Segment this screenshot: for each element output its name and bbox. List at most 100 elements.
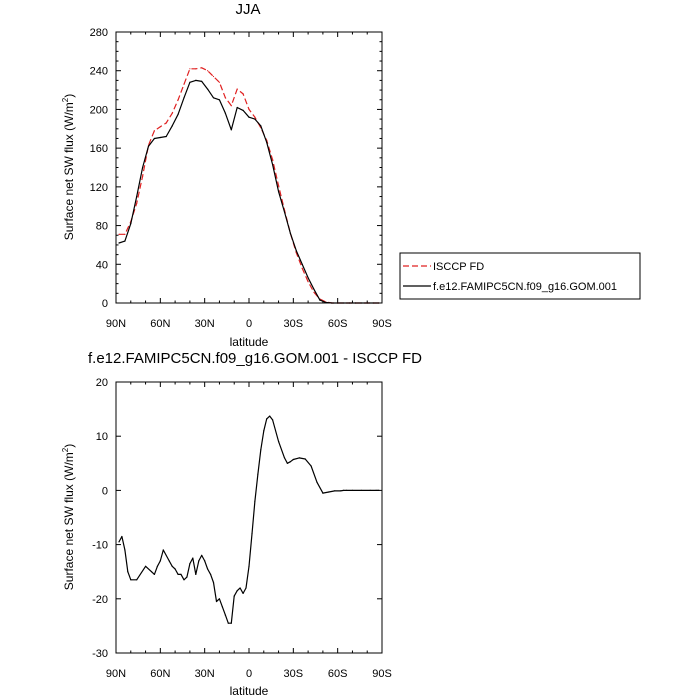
- bottom-data-point-difference: [145, 565, 147, 567]
- bottom-data-point-difference: [171, 565, 173, 567]
- top-data-point-isccp-fd: [224, 97, 226, 99]
- top-data-point-f-e12-famipc5cn-f09-g16-gom-001: [283, 211, 286, 213]
- bottom-data-point-difference: [230, 622, 232, 624]
- bottom-x-tick-labels: 90N 60N 30N 0 30S 60S 90S: [106, 668, 392, 680]
- top-x-tick-label: 60N: [150, 318, 170, 330]
- bottom-data-point-difference: [269, 415, 271, 417]
- top-x-tick-label: 90N: [106, 318, 126, 330]
- bottom-data-point-difference: [195, 573, 197, 576]
- top-data-point-isccp-fd: [218, 81, 220, 83]
- bottom-y-tick-labels: -30 -20 -10 0 10 20: [92, 377, 108, 660]
- top-x-tick-label: 60S: [328, 318, 348, 330]
- bottom-data-point-difference: [360, 489, 362, 491]
- bottom-y-axis-label-main: Surface net SW flux (W/m: [62, 452, 76, 590]
- bottom-data-point-difference: [180, 573, 182, 576]
- bottom-data-point-difference: [375, 489, 377, 491]
- top-data-point-f-e12-famipc5cn-f09-g16-gom-001: [313, 288, 315, 290]
- top-data-point-isccp-fd: [242, 93, 244, 95]
- bottom-data-point-difference: [136, 579, 138, 581]
- bottom-x-tick-label: 60S: [328, 668, 348, 680]
- top-series-line-isccp-fd: [119, 67, 379, 304]
- bottom-data-point-difference: [254, 500, 256, 502]
- top-data-point-f-e12-famipc5cn-f09-g16-gom-001: [272, 164, 274, 166]
- top-y-tick-label: 40: [96, 259, 108, 271]
- top-data-point-f-e12-famipc5cn-f09-g16-gom-001: [242, 109, 244, 111]
- top-data-point-isccp-fd: [177, 99, 179, 101]
- bottom-data-point-difference: [248, 565, 250, 567]
- top-panel: JJA 0 40 80 120 160 200 240 280 90N 60N 30N 0 30S 60…: [61, 1, 641, 349]
- bottom-data-point-difference: [343, 489, 345, 491]
- top-x-tick-label: 0: [246, 318, 252, 330]
- bottom-data-point-difference: [245, 587, 247, 589]
- top-x-tick-label: 30S: [284, 318, 304, 330]
- bottom-data-point-difference: [162, 549, 164, 551]
- top-data-point-f-e12-famipc5cn-f09-g16-gom-001: [319, 299, 321, 301]
- bottom-x-tick-label: 30N: [195, 668, 215, 680]
- top-data-point-f-e12-famipc5cn-f09-g16-gom-001: [177, 113, 179, 115]
- top-data-point-isccp-fd: [313, 291, 315, 293]
- top-data-point-f-e12-famipc5cn-f09-g16-gom-001: [301, 263, 303, 265]
- bottom-data-point-difference: [260, 449, 262, 451]
- bottom-data-point-difference: [153, 573, 155, 576]
- bottom-data-point-difference: [304, 458, 306, 460]
- bottom-data-point-difference: [266, 418, 268, 420]
- top-y-tick-label: 120: [90, 182, 108, 194]
- bottom-data-point-difference: [159, 560, 161, 562]
- top-series-line-f-e12-famipc5cn-f09-g16-gom-001: [118, 79, 379, 304]
- top-data-point-f-e12-famipc5cn-f09-g16-gom-001: [278, 191, 280, 193]
- bottom-data-point-difference: [289, 461, 291, 463]
- bottom-data-point-difference: [310, 465, 312, 467]
- bottom-data-point-difference: [369, 489, 371, 491]
- bottom-data-point-difference: [378, 489, 380, 491]
- bottom-data-point-difference: [186, 576, 188, 578]
- top-data-point-isccp-fd: [159, 126, 161, 128]
- bottom-y-tick-label: -10: [92, 540, 108, 552]
- top-data-point-isccp-fd: [171, 112, 173, 114]
- bottom-data-point-difference: [242, 592, 244, 595]
- bottom-y-tick-label: -30: [92, 648, 108, 660]
- top-data-point-f-e12-famipc5cn-f09-g16-gom-001: [136, 195, 138, 198]
- top-data-point-f-e12-famipc5cn-f09-g16-gom-001: [159, 136, 161, 139]
- top-data-point-f-e12-famipc5cn-f09-g16-gom-001: [295, 250, 297, 252]
- legend-label-model: f.e12.FAMIPC5CN.f09_g16.GOM.001: [433, 281, 617, 293]
- bottom-data-point-difference: [168, 560, 170, 562]
- bottom-data-point-difference: [201, 554, 203, 557]
- top-data-point-isccp-fd: [230, 105, 232, 107]
- top-x-tick-label: 90S: [372, 318, 392, 330]
- top-data-point-f-e12-famipc5cn-f09-g16-gom-001: [212, 97, 215, 99]
- bottom-data-point-difference: [207, 568, 209, 570]
- top-data-point-f-e12-famipc5cn-f09-g16-gom-001: [118, 242, 120, 244]
- top-data-point-isccp-fd: [207, 70, 209, 72]
- top-y-tick-label: 160: [90, 143, 108, 155]
- bottom-data-point-difference: [224, 614, 226, 616]
- bottom-data-point-difference: [174, 568, 176, 570]
- top-data-point-isccp-fd: [248, 108, 250, 110]
- bottom-data-point-difference: [189, 563, 191, 565]
- top-data-point-f-e12-famipc5cn-f09-g16-gom-001: [201, 80, 203, 82]
- top-data-point-f-e12-famipc5cn-f09-g16-gom-001: [142, 166, 144, 169]
- bottom-data-point-difference: [221, 606, 223, 608]
- top-data-point-isccp-fd: [272, 159, 274, 161]
- top-data-point-f-e12-famipc5cn-f09-g16-gom-001: [153, 137, 155, 140]
- top-data-point-f-e12-famipc5cn-f09-g16-gom-001: [189, 81, 191, 83]
- top-data-point-f-e12-famipc5cn-f09-g16-gom-001: [165, 135, 167, 138]
- bottom-series-lines: [118, 415, 380, 624]
- bottom-x-tick-label: 90S: [372, 668, 392, 680]
- top-data-point-isccp-fd: [189, 68, 191, 70]
- top-plot-frame: [115, 31, 383, 304]
- top-y-tick-label: 0: [102, 298, 108, 310]
- top-data-point-f-e12-famipc5cn-f09-g16-gom-001: [266, 141, 268, 143]
- bottom-data-point-difference: [278, 441, 280, 443]
- top-data-point-f-e12-famipc5cn-f09-g16-gom-001: [124, 240, 126, 242]
- top-data-point-isccp-fd: [165, 122, 167, 124]
- bottom-data-point-difference: [292, 458, 294, 461]
- bottom-data-point-difference: [198, 560, 200, 562]
- bottom-data-point-difference: [316, 481, 318, 483]
- top-chart-title: JJA: [235, 1, 260, 18]
- bottom-data-point-difference: [215, 600, 218, 603]
- top-y-axis-label-close: ): [62, 94, 76, 98]
- bottom-x-tick-label: 60N: [150, 668, 170, 680]
- top-y-tick-label: 280: [90, 27, 108, 39]
- bottom-data-point-difference: [257, 473, 259, 475]
- top-data-point-isccp-fd: [195, 68, 197, 70]
